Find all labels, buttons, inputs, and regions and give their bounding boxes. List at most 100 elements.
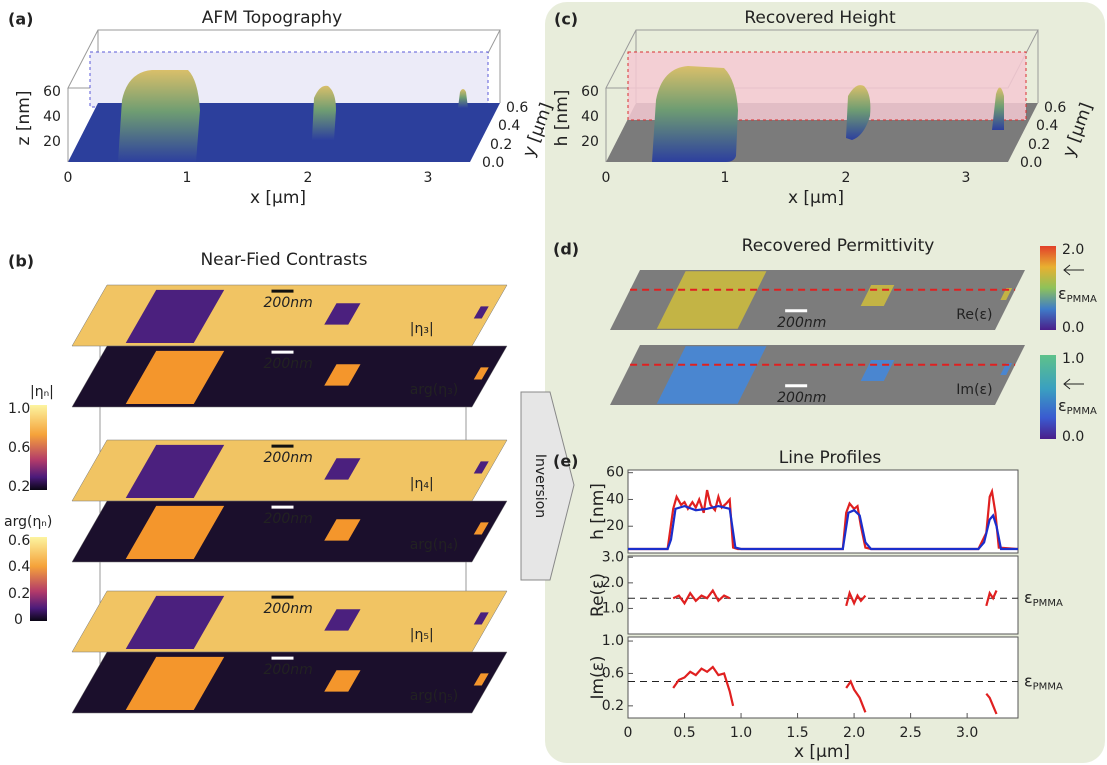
scale-bar-label: 200nm [264, 511, 313, 527]
z-tick: 40 [581, 109, 599, 125]
y-tick: 0.4 [498, 118, 520, 134]
colorbar-tick: 1.0 [8, 401, 30, 417]
x-tick-label: 0.5 [673, 725, 695, 741]
y-tick-label: 0.2 [602, 698, 624, 714]
layer-label: arg(η₄) [410, 537, 458, 553]
x-tick: 1 [721, 170, 730, 186]
x-tick: 2 [304, 170, 313, 186]
y-tick-label: 0.6 [602, 665, 624, 681]
profile-line [672, 588, 998, 607]
feature [324, 670, 361, 692]
reference-subscript: PMMA [1033, 598, 1063, 609]
panel-label: (c) [554, 10, 578, 29]
contrast-layers: 200nm |η₃| 200nm arg(η₃) 200nm |η₄| 200nm arg(η… [71, 284, 508, 714]
x-tick-label: 1.5 [786, 725, 808, 741]
plot-frame [627, 636, 1019, 719]
bump [312, 85, 336, 140]
x-tick: 0 [64, 170, 73, 186]
x-tick-label: 2.5 [899, 725, 921, 741]
x-tick: 3 [424, 170, 433, 186]
panel-a: (a) AFM Topography 60 40 20 z [nm] 0 1 2… [8, 8, 557, 208]
scale-bar-label: 200nm [264, 295, 313, 311]
x-tick: 0 [602, 170, 611, 186]
y-tick-label: 40 [606, 491, 624, 507]
colorbar-tick: 0.4 [8, 559, 30, 575]
y-tick: 0.6 [506, 100, 528, 116]
colorbar-label: arg(ηₙ) [4, 514, 52, 530]
profile-line [628, 504, 1018, 551]
colorbar-tick: 0.0 [1062, 320, 1084, 336]
feature [324, 458, 361, 480]
y-label: h [nm] [588, 483, 608, 540]
reference-label: εPMMA [1024, 671, 1063, 693]
x-label: x [μm] [794, 742, 850, 762]
scale-bar-label: 200nm [777, 390, 826, 406]
panel-title: Recovered Permittivity [742, 236, 935, 256]
panel-label: (a) [8, 10, 33, 29]
colorbar-tick: 0.6 [8, 533, 30, 549]
y-label: Re(ε) [588, 573, 608, 617]
layer-label: arg(η₃) [410, 382, 458, 398]
bump [458, 89, 468, 108]
colorbar [30, 537, 47, 621]
layer-label: |η₅| [410, 627, 434, 643]
x-tick: 3 [962, 170, 971, 186]
panel-label: (d) [553, 240, 579, 259]
bump [992, 87, 1004, 130]
y-tick-label: 60 [606, 465, 624, 481]
panel-c: (c) Recovered Height 60 40 20 h [nm] 0 1… [552, 8, 1097, 208]
y-tick: 0.0 [482, 155, 504, 171]
permittivity-maps: 200nm Re(ε) 200nm Im(ε) [610, 270, 1025, 406]
z-tick: 40 [43, 109, 61, 125]
reference-label: εPMMA [1024, 588, 1063, 610]
reference-symbol: ε [1024, 671, 1033, 690]
reference-subscript: PMMA [1033, 682, 1063, 693]
feature [473, 367, 489, 380]
feature [125, 595, 225, 649]
panel-label: (b) [8, 252, 34, 271]
feature [473, 673, 489, 686]
colorbar-tick: 0.6 [8, 440, 30, 456]
x-tick-label: 0 [624, 725, 633, 741]
feature [473, 306, 489, 319]
feature [473, 461, 489, 474]
map-label: Im(ε) [956, 382, 992, 398]
feature [1000, 288, 1013, 300]
feature [125, 350, 225, 404]
x-tick: 2 [842, 170, 851, 186]
scale-bar-label: 200nm [264, 356, 313, 372]
x-tick-label: 1.0 [730, 725, 752, 741]
feature [125, 656, 225, 710]
layer-label: arg(η₅) [410, 688, 458, 704]
panel-label: (e) [553, 452, 578, 471]
bump [652, 66, 738, 162]
z-tick: 20 [581, 134, 599, 150]
x-label: x [μm] [250, 188, 306, 208]
feature [473, 522, 489, 535]
scale-bar-label: 200nm [264, 601, 313, 617]
colorbar-tick: 0.0 [1062, 429, 1084, 445]
z-label: z [nm] [14, 91, 34, 146]
reference-label: εPMMA [1058, 396, 1097, 418]
feature [324, 364, 361, 386]
feature [125, 444, 225, 498]
y-tick: 0.2 [1028, 137, 1050, 153]
y-tick: 0.2 [490, 137, 512, 153]
x-label: x [μm] [788, 188, 844, 208]
map-label: Re(ε) [956, 307, 992, 323]
colorbar-tick: 1.0 [1062, 351, 1084, 367]
y-tick-label: 2.0 [602, 575, 624, 591]
arrow-marker [1063, 264, 1084, 276]
colorbar [1040, 246, 1056, 330]
profile-line [672, 665, 998, 715]
y-tick-label: 3.0 [602, 549, 624, 565]
y-tick-label: 1.0 [602, 633, 624, 649]
panel-title: AFM Topography [202, 8, 342, 28]
feature [324, 303, 361, 325]
x-tick-label: 2.0 [843, 725, 865, 741]
plot-frame [627, 469, 1019, 554]
arrow-marker [1063, 378, 1084, 390]
feature [656, 271, 767, 329]
